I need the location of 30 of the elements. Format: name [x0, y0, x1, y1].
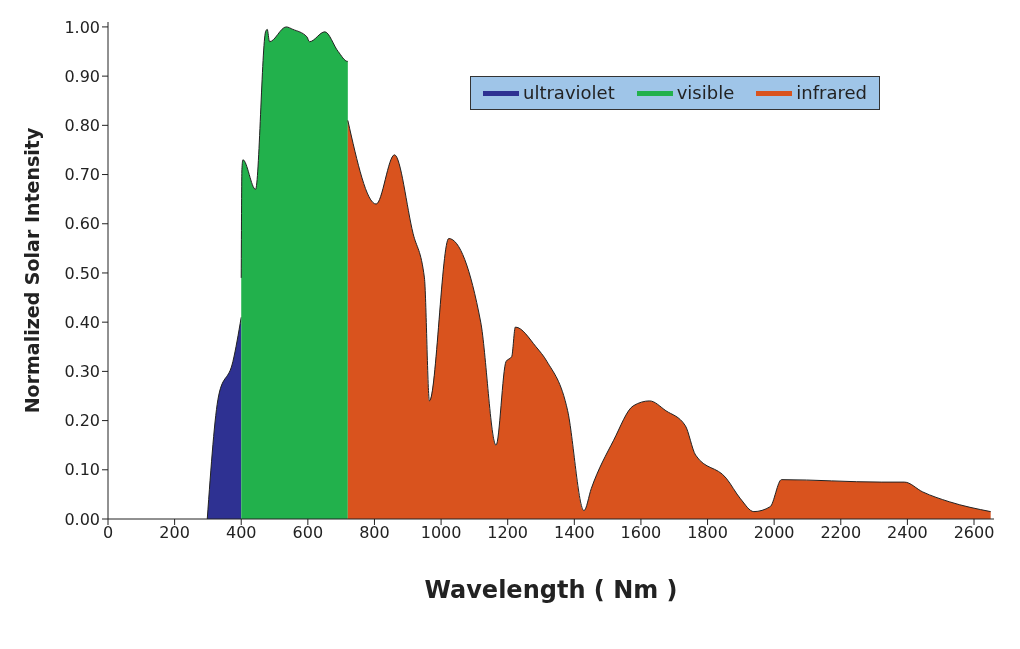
x-tick-label: 2000 [753, 523, 795, 543]
y-tick-label: 0.50 [64, 263, 100, 283]
x-tick-label: 800 [359, 523, 390, 543]
y-tick-label: 0.60 [64, 214, 100, 234]
x-tick-label: 1600 [620, 523, 662, 543]
y-axis-title: Normalized Solar Intensity [20, 127, 43, 414]
y-tick-label: 0.20 [64, 411, 100, 431]
y-tick-label: 0.80 [64, 116, 100, 136]
x-tick-label: 1800 [687, 523, 728, 543]
x-tick-label: 0 [102, 523, 114, 543]
x-tick-label: 2400 [887, 523, 928, 543]
y-tick-label: 0.30 [64, 362, 100, 382]
x-tick-label: 600 [292, 523, 324, 543]
legend-label: infrared [796, 81, 867, 105]
y-tick-label: 0.40 [64, 312, 100, 332]
y-tick-label: 0.00 [64, 509, 100, 529]
legend-label: ultraviolet [523, 81, 615, 105]
y-tick-label: 0.70 [64, 165, 100, 185]
y-tick-label: 1.00 [64, 17, 100, 37]
x-tick-label: 200 [159, 523, 190, 543]
legend-label: visible [676, 81, 735, 105]
x-tick-label: 2200 [820, 523, 862, 543]
x-tick-label: 1000 [420, 523, 462, 543]
x-tick-label: 2600 [953, 523, 995, 543]
y-tick-label: 0.10 [64, 460, 100, 480]
x-tick-label: 1400 [553, 523, 595, 543]
x-axis-title: Wavelength ( Nm ) [424, 576, 678, 605]
y-tick-label: 0.90 [64, 66, 100, 86]
x-tick-label: 400 [225, 523, 257, 543]
x-tick-label: 1200 [487, 523, 529, 543]
